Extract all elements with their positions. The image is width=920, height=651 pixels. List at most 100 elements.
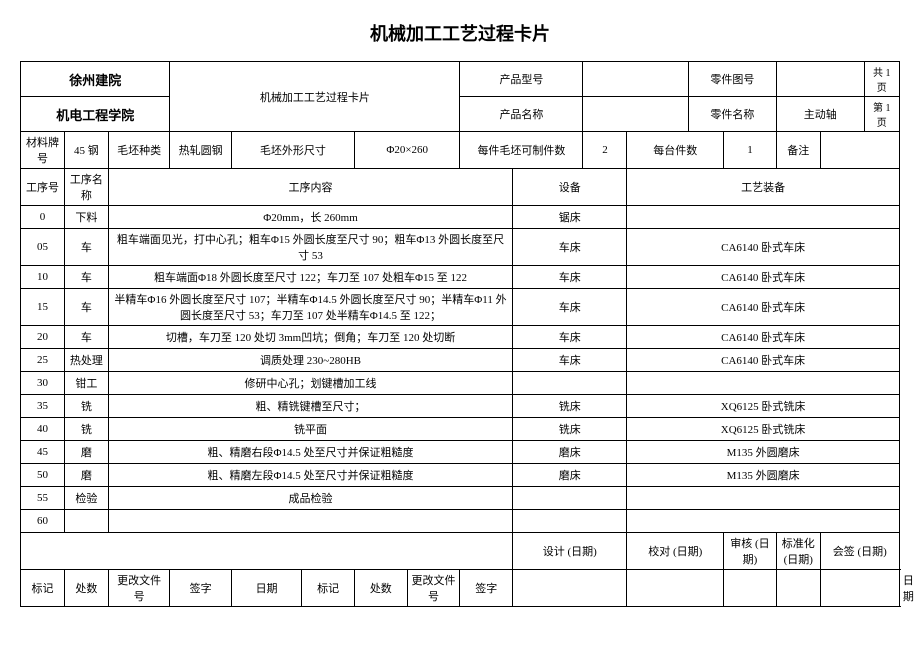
part-drawing-label: 零件图号 (688, 62, 776, 97)
row-name (64, 510, 108, 533)
part-name-label: 零件名称 (688, 97, 776, 132)
footer-change-doc2: 更改文件号 (407, 570, 460, 607)
row-name: 检验 (64, 487, 108, 510)
remark-label: 备注 (776, 132, 820, 169)
table-row: 05 车 粗车端面见光，打中心孔；粗车Φ15 外圆长度至尺寸 90；粗车Φ13 … (21, 229, 900, 266)
row-no: 20 (21, 326, 65, 349)
row-name: 铣 (64, 395, 108, 418)
row-no: 50 (21, 464, 65, 487)
row-name: 磨 (64, 464, 108, 487)
org1: 徐州建院 (21, 62, 170, 97)
row-equip (513, 487, 627, 510)
blank-size: Φ20×260 (354, 132, 459, 169)
row-equip: 车床 (513, 326, 627, 349)
row-equip (513, 510, 627, 533)
footer-change-doc: 更改文件号 (108, 570, 170, 607)
table-row: 40 铣 铣平面 铣床 XQ6125 卧式铣床 (21, 418, 900, 441)
per-blank-label: 每件毛坯可制件数 (460, 132, 583, 169)
row-name: 车 (64, 289, 108, 326)
row-equip: 锯床 (513, 206, 627, 229)
row-content: Φ20mm，长 260mm (108, 206, 512, 229)
part-name: 主动轴 (776, 97, 864, 132)
table-row: 15 车 半精车Φ16 外圆长度至尺寸 107；半精车Φ14.5 外圆长度至尺寸… (21, 289, 900, 326)
row-equip: 铣床 (513, 395, 627, 418)
row-tool (627, 206, 899, 229)
row-tool (627, 372, 899, 395)
col-content: 工序内容 (108, 169, 512, 206)
row-equip: 磨床 (513, 464, 627, 487)
row-tool: XQ6125 卧式铣床 (627, 418, 899, 441)
row-equip (513, 372, 627, 395)
row-content: 粗、精铣键槽至尺寸； (108, 395, 512, 418)
row-content: 成品检验 (108, 487, 512, 510)
row-equip: 车床 (513, 266, 627, 289)
row-content: 铣平面 (108, 418, 512, 441)
table-row: 10 车 粗车端面Φ18 外圆长度至尺寸 122；车刀至 107 处粗车Φ15 … (21, 266, 900, 289)
col-seq-no: 工序号 (21, 169, 65, 206)
row-no: 40 (21, 418, 65, 441)
per-unit: 1 (724, 132, 777, 169)
part-drawing (776, 62, 864, 97)
row-tool: CA6140 卧式车床 (627, 289, 899, 326)
row-no: 30 (21, 372, 65, 395)
row-content (108, 510, 512, 533)
row-tool: CA6140 卧式车床 (627, 326, 899, 349)
org2: 机电工程学院 (21, 97, 170, 132)
row-tool: CA6140 卧式车床 (627, 229, 899, 266)
row-name: 下料 (64, 206, 108, 229)
row-name: 钳工 (64, 372, 108, 395)
row-no: 05 (21, 229, 65, 266)
page-title: 机械加工工艺过程卡片 (20, 20, 900, 46)
table-row: 50 磨 粗、精磨左段Φ14.5 处至尺寸并保证粗糙度 磨床 M135 外圆磨床 (21, 464, 900, 487)
row-no: 10 (21, 266, 65, 289)
row-tool: CA6140 卧式车床 (627, 266, 899, 289)
footer-count: 处数 (64, 570, 108, 607)
row-name: 铣 (64, 418, 108, 441)
page-num: 第 1 页 (864, 97, 899, 132)
footer-design-val (513, 570, 627, 607)
footer-date: 日期 (231, 570, 301, 607)
footer-signature: 签字 (170, 570, 232, 607)
row-no: 0 (21, 206, 65, 229)
material-grade-label: 材料牌号 (21, 132, 65, 169)
process-card-table: 徐州建院 机械加工工艺过程卡片 产品型号 零件图号 共 1 页 机电工程学院 产… (20, 61, 900, 607)
row-content: 调质处理 230~280HB (108, 349, 512, 372)
table-row: 25 热处理 调质处理 230~280HB 车床 CA6140 卧式车床 (21, 349, 900, 372)
row-tool (627, 510, 899, 533)
row-name: 车 (64, 266, 108, 289)
row-no: 15 (21, 289, 65, 326)
product-name-label: 产品名称 (460, 97, 583, 132)
footer-mark2: 标记 (302, 570, 355, 607)
row-no: 45 (21, 441, 65, 464)
row-name: 车 (64, 326, 108, 349)
footer-signature2: 签字 (460, 570, 513, 607)
table-row: 60 (21, 510, 900, 533)
row-content: 粗车端面Φ18 外圆长度至尺寸 122；车刀至 107 处粗车Φ15 至 122 (108, 266, 512, 289)
row-no: 25 (21, 349, 65, 372)
material-grade: 45 钢 (64, 132, 108, 169)
blank-type: 热轧圆钢 (170, 132, 232, 169)
row-content: 半精车Φ16 外圆长度至尺寸 107；半精车Φ14.5 外圆长度至尺寸 90；半… (108, 289, 512, 326)
table-row: 0 下料 Φ20mm，长 260mm 锯床 (21, 206, 900, 229)
remark (820, 132, 899, 169)
row-no: 60 (21, 510, 65, 533)
center-title: 机械加工工艺过程卡片 (170, 62, 460, 132)
row-equip: 铣床 (513, 418, 627, 441)
row-tool: M135 外圆磨床 (627, 464, 899, 487)
row-no: 35 (21, 395, 65, 418)
row-content: 粗车端面见光，打中心孔；粗车Φ15 外圆长度至尺寸 90；粗车Φ13 外圆长度至… (108, 229, 512, 266)
blank-type-label: 毛坯种类 (108, 132, 170, 169)
row-equip: 车床 (513, 229, 627, 266)
product-model (583, 62, 688, 97)
col-tooling: 工艺装备 (627, 169, 899, 206)
footer-mark: 标记 (21, 570, 65, 607)
row-tool: M135 外圆磨床 (627, 441, 899, 464)
row-name: 车 (64, 229, 108, 266)
product-model-label: 产品型号 (460, 62, 583, 97)
table-row: 35 铣 粗、精铣键槽至尺寸； 铣床 XQ6125 卧式铣床 (21, 395, 900, 418)
footer-standard: 标准化 (日期) (776, 533, 820, 570)
col-equipment: 设备 (513, 169, 627, 206)
blank-size-label: 毛坯外形尺寸 (231, 132, 354, 169)
row-content: 粗、精磨右段Φ14.5 处至尺寸并保证粗糙度 (108, 441, 512, 464)
row-name: 热处理 (64, 349, 108, 372)
